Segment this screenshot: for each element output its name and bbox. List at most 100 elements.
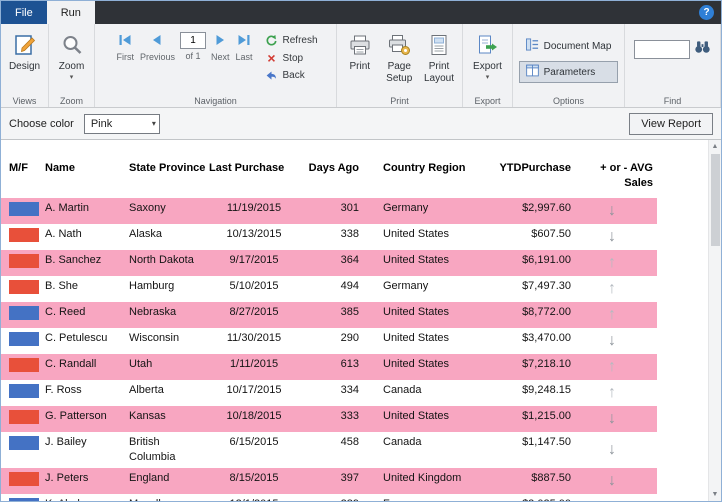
refresh-button[interactable]: Refresh — [265, 34, 318, 47]
binoculars-icon[interactable] — [694, 40, 711, 59]
document-map-toggle[interactable]: Document Map — [519, 35, 619, 57]
ribbon-group-export: Export ▾ Export — [463, 24, 513, 107]
cell-last-purchase: 6/15/2015 — [229, 436, 279, 448]
trend-down-arrow-icon: ↓ — [608, 227, 616, 245]
cell-days-ago: 494 — [340, 280, 359, 292]
column-header-country: Country Region — [383, 162, 466, 174]
cell-ytd-purchase: $9,248.15 — [522, 384, 571, 396]
chevron-down-icon: ▾ — [485, 73, 490, 81]
export-button[interactable]: Export ▾ — [468, 30, 507, 84]
gender-swatch — [9, 498, 39, 501]
gender-swatch — [9, 410, 39, 424]
cell-name: F. Ross — [45, 384, 82, 396]
scrollbar-thumb[interactable] — [710, 154, 720, 246]
find-controls — [634, 27, 711, 59]
magnifier-icon — [60, 33, 84, 60]
cell-trend: ↓ — [571, 227, 653, 246]
cell-ytd-purchase: $2,025.00 — [479, 494, 571, 501]
trend-down-arrow-icon: ↓ — [608, 440, 616, 458]
cell-state: England — [129, 472, 170, 484]
chevron-down-icon: ▾ — [69, 73, 74, 81]
cell-trend: ↑ — [571, 358, 653, 376]
print-layout-button[interactable]: Print Layout — [419, 30, 459, 87]
cell-name: G. Patterson — [45, 410, 107, 422]
cell-state: Nebraska — [129, 306, 177, 318]
cell-name: K. Abel — [45, 494, 129, 501]
gender-swatch — [9, 306, 39, 320]
group-label-print: Print — [390, 96, 409, 106]
previous-page-button[interactable]: Previous — [137, 27, 178, 62]
table-row: C. Reed Nebraska 8/27/2015 385 United States… — [1, 302, 657, 328]
scroll-up-icon[interactable]: ▲ — [711, 143, 719, 150]
vertical-scrollbar[interactable]: ▲ ▼ — [708, 140, 721, 501]
cell-trend: ↓ — [571, 440, 653, 459]
trend-down-arrow-icon: ↓ — [608, 201, 616, 219]
cell-days-ago: 338 — [340, 228, 359, 240]
cell-last-purchase: 10/17/2015 — [226, 384, 282, 396]
table-row: B. Sanchez North Dakota 9/17/2015 364 United… — [1, 250, 657, 276]
report-canvas: M/F Name State Province Last Purchase Da… — [1, 140, 657, 501]
cell-state: Alaska — [129, 228, 163, 240]
page-number-box: of 1 — [178, 27, 208, 61]
group-label-views: Views — [12, 96, 37, 106]
cell-country: Canada — [383, 436, 422, 448]
design-button[interactable]: Design — [4, 30, 45, 76]
find-input[interactable] — [634, 40, 690, 59]
cell-state: Moselle — [129, 494, 209, 501]
parameters-toggle[interactable]: Parameters — [518, 61, 619, 83]
tab-file[interactable]: File — [1, 1, 47, 24]
cell-days-ago: 290 — [340, 332, 359, 344]
scroll-down-icon[interactable]: ▼ — [711, 491, 719, 498]
cell-trend: ↓ — [571, 471, 653, 490]
page-setup-icon — [387, 33, 411, 60]
view-report-button[interactable]: View Report — [629, 112, 713, 135]
cell-gender — [1, 354, 45, 380]
cell-last-purchase: 1/11/2015 — [229, 358, 279, 370]
ribbon-group-views: Design Views — [1, 24, 49, 107]
cell-last-purchase: 5/10/2015 — [229, 280, 279, 292]
page-setup-button[interactable]: Page Setup — [380, 30, 420, 87]
back-button[interactable]: Back — [265, 69, 318, 82]
trend-up-arrow-icon: ↑ — [608, 305, 616, 323]
stop-label: Stop — [282, 52, 304, 64]
cell-last-purchase: 11/30/2015 — [226, 332, 282, 344]
column-header-avg-sales: + or - AVG Sales — [600, 162, 653, 189]
tab-run[interactable]: Run — [46, 1, 95, 24]
first-page-button[interactable]: First — [113, 27, 137, 62]
print-button-label: Print — [349, 61, 371, 72]
stop-button[interactable]: × Stop — [265, 51, 318, 65]
report-viewer: M/F Name State Province Last Purchase Da… — [1, 140, 721, 501]
back-arrow-icon — [265, 69, 279, 82]
gender-swatch — [9, 254, 39, 268]
cell-ytd-purchase: $7,497.30 — [522, 280, 571, 292]
color-dropdown-value: Pink — [90, 117, 113, 130]
page-number-input[interactable] — [179, 32, 206, 49]
trend-down-arrow-icon: ↓ — [608, 471, 616, 489]
last-page-button[interactable]: Last — [233, 27, 256, 62]
zoom-button[interactable]: Zoom ▾ — [54, 30, 90, 84]
table-row: J. Bailey British Columbia 6/15/2015 458 Can… — [1, 432, 657, 468]
next-page-button[interactable]: Next — [208, 27, 233, 62]
choose-color-label: Choose color — [9, 117, 74, 130]
zoom-button-label: Zoom — [58, 61, 85, 72]
help-icon[interactable]: ? — [699, 5, 714, 20]
column-header-mf: M/F — [9, 162, 28, 174]
print-button[interactable]: Print — [340, 30, 380, 76]
ribbon-group-navigation: First Previous of 1 Next Last — [95, 24, 337, 107]
cell-last-purchase: 10/18/2015 — [226, 410, 282, 422]
cell-state: Saxony — [129, 202, 166, 214]
page-navigation-controls: First Previous of 1 Next Last — [113, 27, 318, 82]
document-map-label: Document Map — [543, 40, 612, 52]
cell-gender — [1, 380, 45, 406]
color-dropdown[interactable]: Pink ▾ — [83, 113, 160, 134]
page-setup-button-label: Page Setup — [386, 61, 413, 84]
column-header-state: State Province — [129, 162, 206, 174]
ribbon-group-find: Find — [625, 24, 721, 107]
trend-up-arrow-icon: ↑ — [608, 279, 616, 297]
group-label-navigation: Navigation — [194, 96, 237, 106]
cell-ytd-purchase: $607.50 — [531, 228, 571, 240]
cell-last-purchase: 8/15/2015 — [229, 472, 279, 484]
cell-country: Germany — [383, 202, 429, 214]
cell-days-ago: 301 — [340, 202, 359, 214]
